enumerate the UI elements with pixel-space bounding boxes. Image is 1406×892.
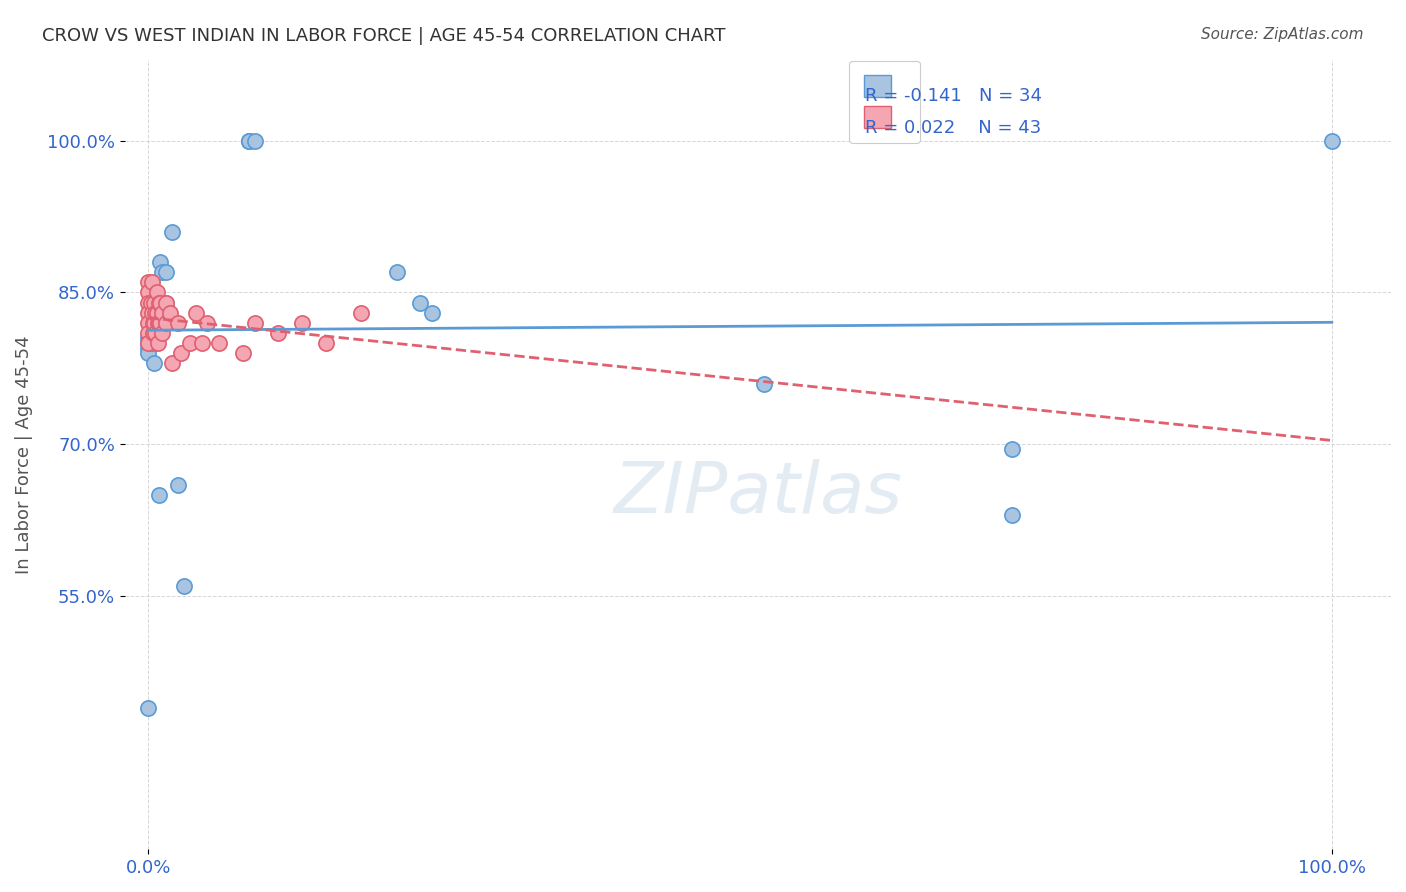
West Indians [291,316,314,330]
Crow [167,478,190,492]
West Indians [143,316,166,330]
West Indians [136,285,159,300]
Crow [145,332,167,346]
West Indians [159,306,181,320]
Crow [160,225,183,239]
Crow [1001,508,1024,523]
West Indians [232,346,254,360]
West Indians [155,295,177,310]
West Indians [136,306,159,320]
West Indians [170,346,193,360]
West Indians [243,316,266,330]
Crow [145,306,167,320]
West Indians [197,316,219,330]
West Indians [143,295,166,310]
West Indians [152,306,174,320]
West Indians [146,336,169,351]
Y-axis label: In Labor Force | Age 45-54: In Labor Force | Age 45-54 [15,335,32,574]
West Indians [149,295,172,310]
Crow [238,134,260,148]
Crow [136,331,159,345]
West Indians [148,295,170,310]
Crow [136,346,159,360]
Crow [243,134,266,148]
Crow [385,265,408,279]
West Indians [141,276,163,290]
Crow [1001,442,1024,457]
West Indians [155,316,177,330]
West Indians [350,306,373,320]
Crow [136,336,159,351]
West Indians [142,316,165,330]
West Indians [142,326,165,340]
Crow [155,265,177,279]
West Indians [136,326,159,340]
Crow [173,579,195,593]
West Indians [267,326,290,340]
Crow [141,336,163,351]
West Indians [208,336,231,351]
West Indians [136,276,159,290]
West Indians [190,336,212,351]
West Indians [167,316,190,330]
West Indians [136,336,159,351]
Crow [152,265,174,279]
Text: R = -0.141   N = 34: R = -0.141 N = 34 [866,87,1042,105]
Crow [409,295,432,310]
West Indians [315,336,337,351]
Crow [238,134,260,148]
West Indians [136,295,159,310]
Crow [752,376,775,391]
Crow [143,336,166,351]
Crow [136,700,159,714]
West Indians [145,285,167,300]
West Indians [145,306,167,320]
West Indians [152,326,174,340]
Text: Source: ZipAtlas.com: Source: ZipAtlas.com [1201,27,1364,42]
West Indians [149,316,172,330]
Crow [141,321,163,335]
Crow [420,306,443,320]
Crow [136,341,159,355]
Crow [146,306,169,320]
West Indians [141,306,163,320]
Crow [142,306,165,320]
West Indians [179,336,201,351]
West Indians [148,316,170,330]
Text: CROW VS WEST INDIAN IN LABOR FORCE | AGE 45-54 CORRELATION CHART: CROW VS WEST INDIAN IN LABOR FORCE | AGE… [42,27,725,45]
Crow [142,285,165,300]
Text: R = 0.022    N = 43: R = 0.022 N = 43 [866,119,1042,136]
Crow [143,356,166,370]
West Indians [145,326,167,340]
Crow [149,255,172,269]
West Indians [146,316,169,330]
Crow [238,134,260,148]
Text: ZIPatlas: ZIPatlas [613,459,903,528]
West Indians [136,316,159,330]
Crow [148,488,170,502]
Crow [146,306,169,320]
West Indians [145,306,167,320]
West Indians [160,356,183,370]
Crow [1320,134,1343,148]
Legend: , : , [849,61,920,143]
West Indians [184,306,207,320]
West Indians [139,295,162,310]
Crow [155,295,177,310]
